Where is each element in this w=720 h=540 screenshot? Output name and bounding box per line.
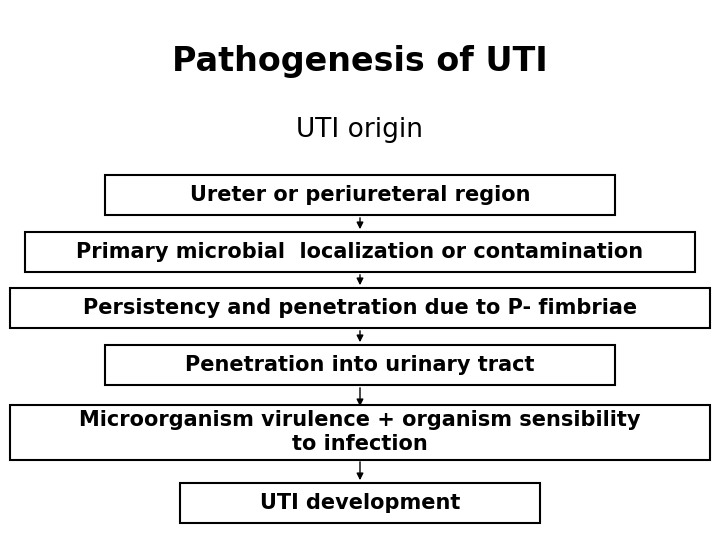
Bar xyxy=(105,175,615,215)
Text: Pathogenesis of UTI: Pathogenesis of UTI xyxy=(172,45,548,78)
Text: Persistency and penetration due to P- fimbriae: Persistency and penetration due to P- fi… xyxy=(83,298,637,318)
Bar xyxy=(105,345,615,385)
Text: UTI origin: UTI origin xyxy=(297,117,423,143)
Bar xyxy=(25,232,695,272)
Bar xyxy=(180,483,540,523)
Bar xyxy=(10,404,710,460)
Text: Ureter or periureteral region: Ureter or periureteral region xyxy=(190,185,530,205)
Bar xyxy=(10,288,710,328)
Text: Microorganism virulence + organism sensibility
to infection: Microorganism virulence + organism sensi… xyxy=(79,410,641,454)
Text: UTI development: UTI development xyxy=(260,493,460,513)
Text: Primary microbial  localization or contamination: Primary microbial localization or contam… xyxy=(76,242,644,262)
Text: Penetration into urinary tract: Penetration into urinary tract xyxy=(185,355,535,375)
